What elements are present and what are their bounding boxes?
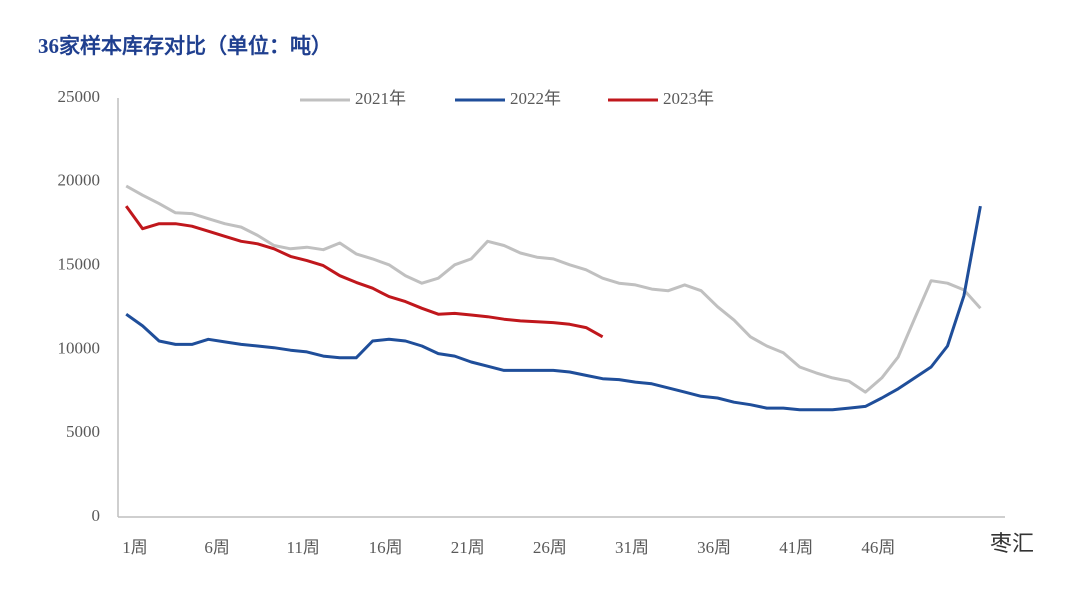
watermark: 枣汇 [990, 532, 1034, 557]
x-tick-label: 11周 [286, 538, 319, 557]
y-tick-label: 20000 [58, 171, 101, 190]
y-tick-label: 15000 [58, 255, 101, 274]
legend-label: 2021年 [355, 89, 406, 108]
x-tick-label: 31周 [615, 538, 649, 557]
line-series [125, 184, 982, 394]
x-tick-label: 46周 [861, 538, 895, 557]
x-tick-label: 6周 [204, 538, 230, 557]
y-tick-label: 5000 [66, 422, 100, 441]
y-tick-label: 0 [92, 506, 101, 525]
x-tick-label: 41周 [779, 538, 813, 557]
line-series [125, 205, 982, 412]
x-tick-label: 26周 [533, 538, 567, 557]
x-tick-label: 36周 [697, 538, 731, 557]
legend-label: 2023年 [663, 89, 714, 108]
chart-title: 36家样本库存对比（单位：吨） [38, 34, 332, 58]
x-tick-label: 1周 [122, 538, 147, 557]
line-series [124, 205, 604, 339]
x-tick-label: 21周 [451, 538, 485, 557]
legend-label: 2022年 [510, 89, 561, 108]
x-tick-label: 16周 [369, 538, 403, 557]
y-tick-label: 10000 [58, 338, 101, 357]
y-tick-label: 25000 [58, 87, 101, 106]
